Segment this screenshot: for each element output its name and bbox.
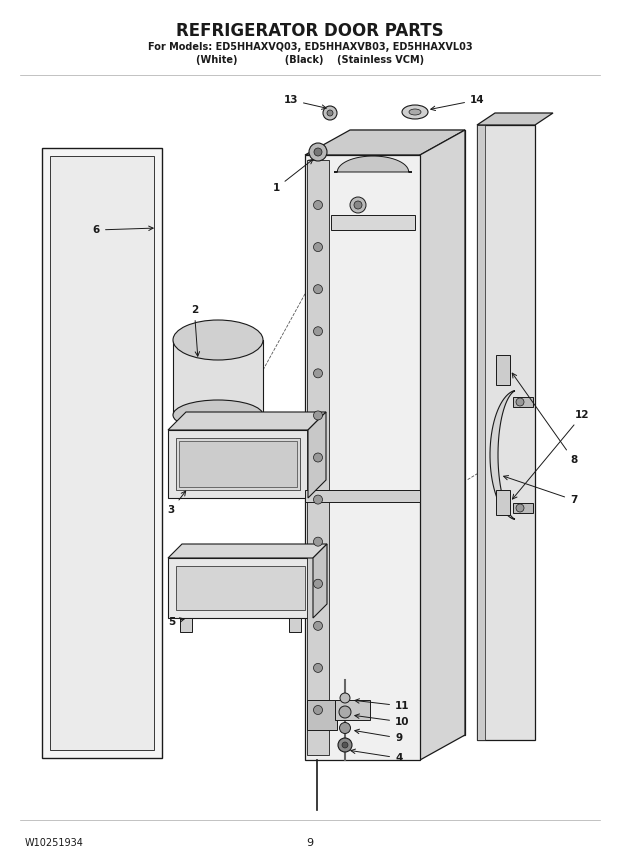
Text: 14: 14 xyxy=(431,95,485,110)
Bar xyxy=(176,438,300,490)
Text: 8: 8 xyxy=(512,373,577,465)
Text: For Models: ED5HHAXVQ03, ED5HHAXVB03, ED5HHAXVL03: For Models: ED5HHAXVQ03, ED5HHAXVB03, ED… xyxy=(148,42,472,52)
Circle shape xyxy=(314,411,322,420)
Polygon shape xyxy=(335,700,370,720)
Text: REFRIGERATOR DOOR PARTS: REFRIGERATOR DOOR PARTS xyxy=(176,22,444,40)
Text: 10: 10 xyxy=(355,714,409,727)
Circle shape xyxy=(314,580,322,588)
Ellipse shape xyxy=(173,320,263,360)
Text: 3: 3 xyxy=(168,491,185,515)
Polygon shape xyxy=(168,544,327,558)
Circle shape xyxy=(314,148,322,156)
Circle shape xyxy=(338,738,352,752)
Bar xyxy=(307,160,329,755)
Bar xyxy=(50,156,154,750)
Text: (White)              (Black)    (Stainless VCM): (White) (Black) (Stainless VCM) xyxy=(196,55,424,65)
Text: W10251934: W10251934 xyxy=(25,838,84,848)
Circle shape xyxy=(340,722,350,734)
Polygon shape xyxy=(513,397,533,407)
Polygon shape xyxy=(308,412,326,498)
Circle shape xyxy=(314,327,322,336)
Polygon shape xyxy=(289,618,301,632)
Circle shape xyxy=(309,143,327,161)
Polygon shape xyxy=(168,558,313,618)
Circle shape xyxy=(516,504,524,512)
Circle shape xyxy=(314,621,322,630)
Circle shape xyxy=(314,705,322,715)
Polygon shape xyxy=(307,700,337,730)
Ellipse shape xyxy=(173,400,263,430)
Bar xyxy=(305,155,420,760)
Bar xyxy=(179,441,297,487)
Text: 13: 13 xyxy=(283,95,326,110)
Text: 9: 9 xyxy=(306,838,314,848)
Polygon shape xyxy=(477,125,535,740)
Circle shape xyxy=(342,742,348,748)
Text: 1: 1 xyxy=(273,159,313,193)
Text: eReplacementParts.com: eReplacementParts.com xyxy=(234,443,386,456)
Text: 12: 12 xyxy=(513,410,590,499)
Polygon shape xyxy=(350,130,465,735)
Circle shape xyxy=(327,110,333,116)
Circle shape xyxy=(340,693,350,703)
Circle shape xyxy=(350,197,366,213)
Circle shape xyxy=(314,495,322,504)
Circle shape xyxy=(314,200,322,210)
Circle shape xyxy=(339,706,351,718)
Polygon shape xyxy=(331,215,415,230)
Polygon shape xyxy=(305,490,420,502)
Circle shape xyxy=(323,106,337,120)
Polygon shape xyxy=(168,430,308,498)
Polygon shape xyxy=(313,544,327,618)
Text: 2: 2 xyxy=(191,305,200,356)
Circle shape xyxy=(314,453,322,462)
Text: 11: 11 xyxy=(355,698,409,711)
Circle shape xyxy=(314,369,322,377)
Text: 6: 6 xyxy=(93,225,153,235)
Circle shape xyxy=(516,398,524,406)
Polygon shape xyxy=(305,130,465,155)
Polygon shape xyxy=(334,156,412,172)
Bar xyxy=(477,125,485,740)
Text: 4: 4 xyxy=(351,749,402,763)
Circle shape xyxy=(314,538,322,546)
Polygon shape xyxy=(173,340,263,415)
Bar xyxy=(176,566,305,610)
Text: 9: 9 xyxy=(355,729,402,743)
Polygon shape xyxy=(513,503,533,513)
Circle shape xyxy=(314,285,322,294)
Ellipse shape xyxy=(402,105,428,119)
Text: 7: 7 xyxy=(503,476,577,505)
Circle shape xyxy=(354,201,362,209)
Text: 5: 5 xyxy=(168,617,184,627)
Bar xyxy=(496,355,510,385)
Circle shape xyxy=(314,242,322,252)
Polygon shape xyxy=(420,130,465,760)
Ellipse shape xyxy=(409,109,421,115)
Polygon shape xyxy=(180,618,192,632)
Polygon shape xyxy=(168,412,326,430)
Bar xyxy=(496,490,510,515)
Polygon shape xyxy=(490,391,515,520)
Polygon shape xyxy=(477,113,553,125)
Circle shape xyxy=(314,663,322,673)
Bar xyxy=(42,148,162,758)
